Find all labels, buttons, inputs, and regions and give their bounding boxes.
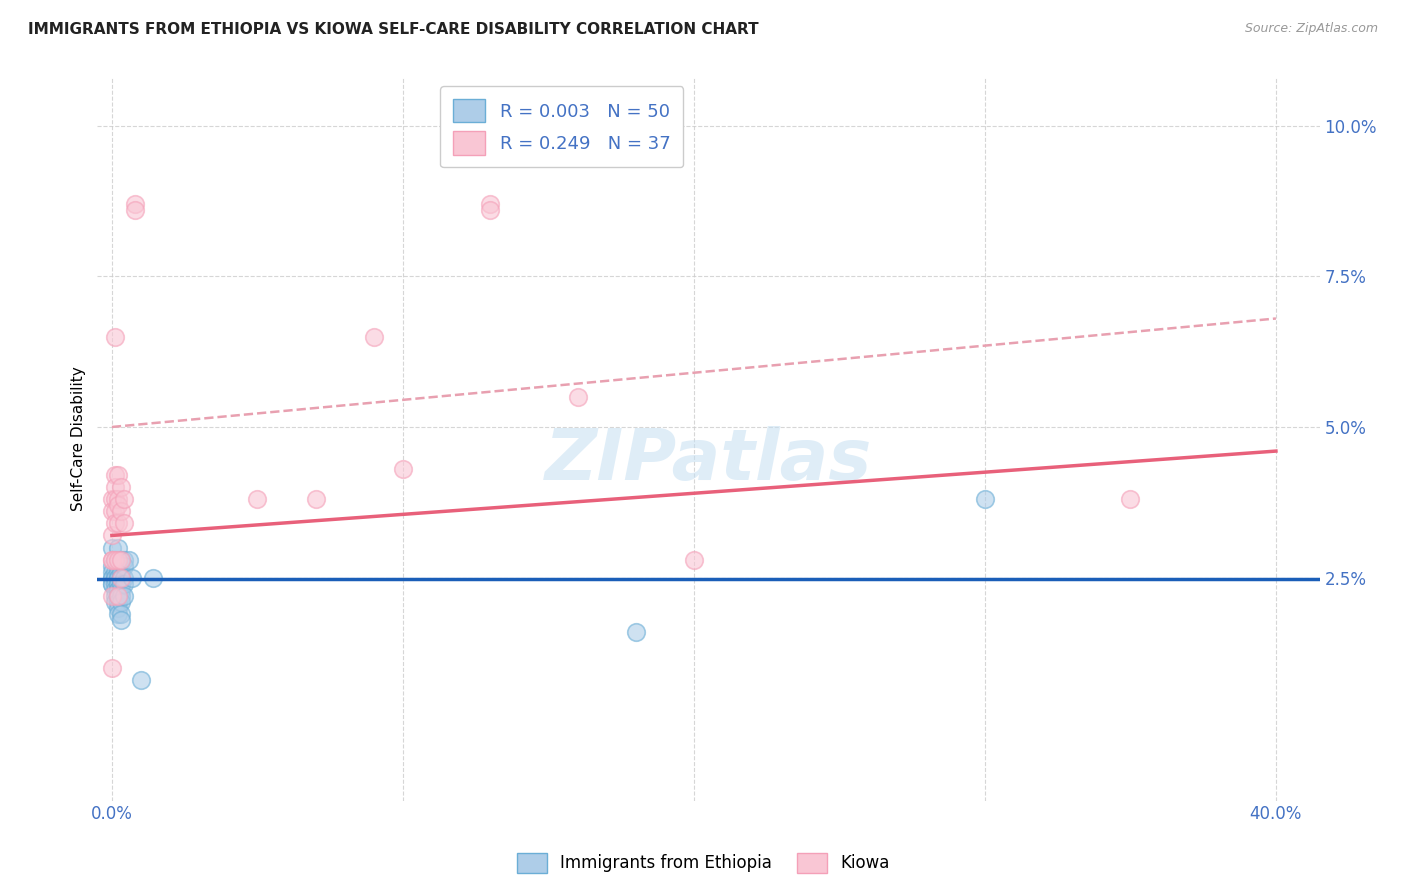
Point — [479, 197, 502, 211]
Point — [107, 571, 129, 585]
Point — [107, 589, 129, 603]
Point — [129, 673, 152, 687]
Point — [101, 571, 124, 585]
Point — [124, 197, 146, 211]
Point — [107, 589, 129, 603]
Point — [107, 576, 129, 591]
Point — [110, 613, 132, 627]
Point — [112, 558, 135, 573]
Point — [110, 571, 132, 585]
Point — [683, 552, 706, 566]
Legend: R = 0.003   N = 50, R = 0.249   N = 37: R = 0.003 N = 50, R = 0.249 N = 37 — [440, 87, 683, 167]
Point — [110, 571, 132, 585]
Point — [110, 552, 132, 566]
Point — [101, 552, 124, 566]
Point — [110, 552, 132, 566]
Point — [363, 329, 385, 343]
Point — [107, 600, 129, 615]
Point — [107, 565, 129, 579]
Point — [101, 552, 124, 566]
Point — [246, 492, 269, 507]
Point — [112, 516, 135, 531]
Point — [104, 565, 127, 579]
Point — [104, 552, 127, 566]
Point — [110, 582, 132, 597]
Point — [107, 582, 129, 597]
Point — [392, 462, 415, 476]
Point — [110, 565, 132, 579]
Point — [101, 589, 124, 603]
Point — [107, 499, 129, 513]
Point — [101, 541, 124, 555]
Point — [104, 516, 127, 531]
Point — [101, 576, 124, 591]
Point — [110, 595, 132, 609]
Point — [101, 504, 124, 518]
Point — [107, 582, 129, 597]
Point — [110, 504, 132, 518]
Text: IMMIGRANTS FROM ETHIOPIA VS KIOWA SELF-CARE DISABILITY CORRELATION CHART: IMMIGRANTS FROM ETHIOPIA VS KIOWA SELF-C… — [28, 22, 759, 37]
Point — [107, 552, 129, 566]
Point — [112, 589, 135, 603]
Point — [101, 576, 124, 591]
Point — [110, 571, 132, 585]
Point — [104, 571, 127, 585]
Point — [110, 576, 132, 591]
Point — [121, 571, 143, 585]
Point — [107, 541, 129, 555]
Point — [107, 576, 129, 591]
Point — [104, 480, 127, 494]
Text: ZIPatlas: ZIPatlas — [544, 426, 872, 495]
Point — [304, 492, 326, 507]
Point — [118, 552, 141, 566]
Text: Source: ZipAtlas.com: Source: ZipAtlas.com — [1244, 22, 1378, 36]
Point — [104, 552, 127, 566]
Point — [567, 390, 589, 404]
Point — [107, 607, 129, 621]
Point — [107, 589, 129, 603]
Point — [107, 516, 129, 531]
Point — [107, 571, 129, 585]
Legend: Immigrants from Ethiopia, Kiowa: Immigrants from Ethiopia, Kiowa — [510, 847, 896, 880]
Point — [112, 492, 135, 507]
Point — [101, 558, 124, 573]
Point — [104, 504, 127, 518]
Point — [110, 576, 132, 591]
Point — [101, 528, 124, 542]
Point — [104, 589, 127, 603]
Point — [112, 576, 135, 591]
Point — [142, 571, 165, 585]
Point — [974, 492, 997, 507]
Point — [110, 589, 132, 603]
Point — [101, 565, 124, 579]
Point — [107, 595, 129, 609]
Point — [104, 492, 127, 507]
Point — [107, 492, 129, 507]
Point — [104, 329, 127, 343]
Point — [104, 595, 127, 609]
Point — [101, 571, 124, 585]
Point — [107, 468, 129, 483]
Point — [110, 480, 132, 494]
Point — [1119, 492, 1142, 507]
Point — [104, 571, 127, 585]
Y-axis label: Self-Care Disability: Self-Care Disability — [72, 367, 86, 511]
Point — [112, 571, 135, 585]
Point — [110, 607, 132, 621]
Point — [104, 576, 127, 591]
Point — [107, 558, 129, 573]
Point — [104, 582, 127, 597]
Point — [104, 468, 127, 483]
Point — [101, 661, 124, 675]
Point — [479, 202, 502, 217]
Point — [112, 552, 135, 566]
Point — [101, 492, 124, 507]
Point — [124, 202, 146, 217]
Point — [624, 624, 647, 639]
